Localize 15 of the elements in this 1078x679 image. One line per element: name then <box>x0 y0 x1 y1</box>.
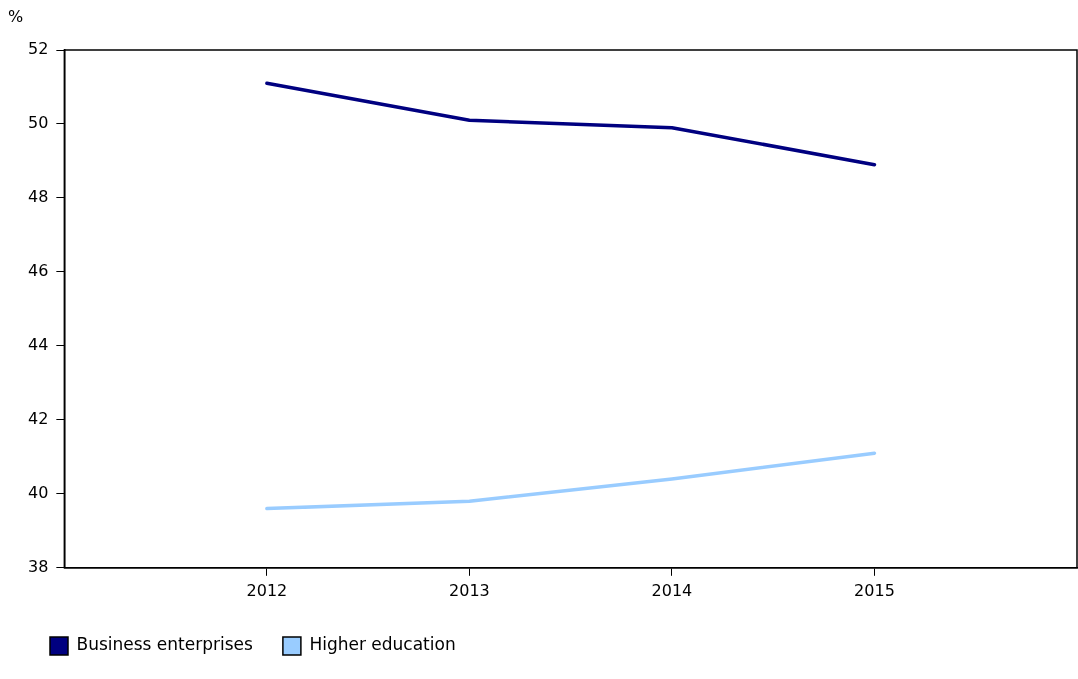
y-tick-label: 42 <box>28 409 49 429</box>
x-tick-label: 2013 <box>449 580 490 600</box>
y-tick-label: 52 <box>28 39 49 59</box>
y-tick-label: 48 <box>28 187 49 207</box>
y-tick-label: 44 <box>28 335 49 355</box>
legend-label: Business enterprises <box>76 634 254 655</box>
x-tick-label: 2014 <box>651 580 693 600</box>
y-axis-title: % <box>8 7 24 27</box>
legend-label: Higher education <box>309 634 456 655</box>
y-tick-label: 46 <box>28 261 49 281</box>
y-tick-label: 50 <box>28 113 49 133</box>
x-tick-label: 2015 <box>854 580 895 600</box>
y-tick-label: 40 <box>28 482 49 502</box>
x-tick-label: 2012 <box>246 580 288 600</box>
y-tick-label: 38 <box>28 556 49 576</box>
